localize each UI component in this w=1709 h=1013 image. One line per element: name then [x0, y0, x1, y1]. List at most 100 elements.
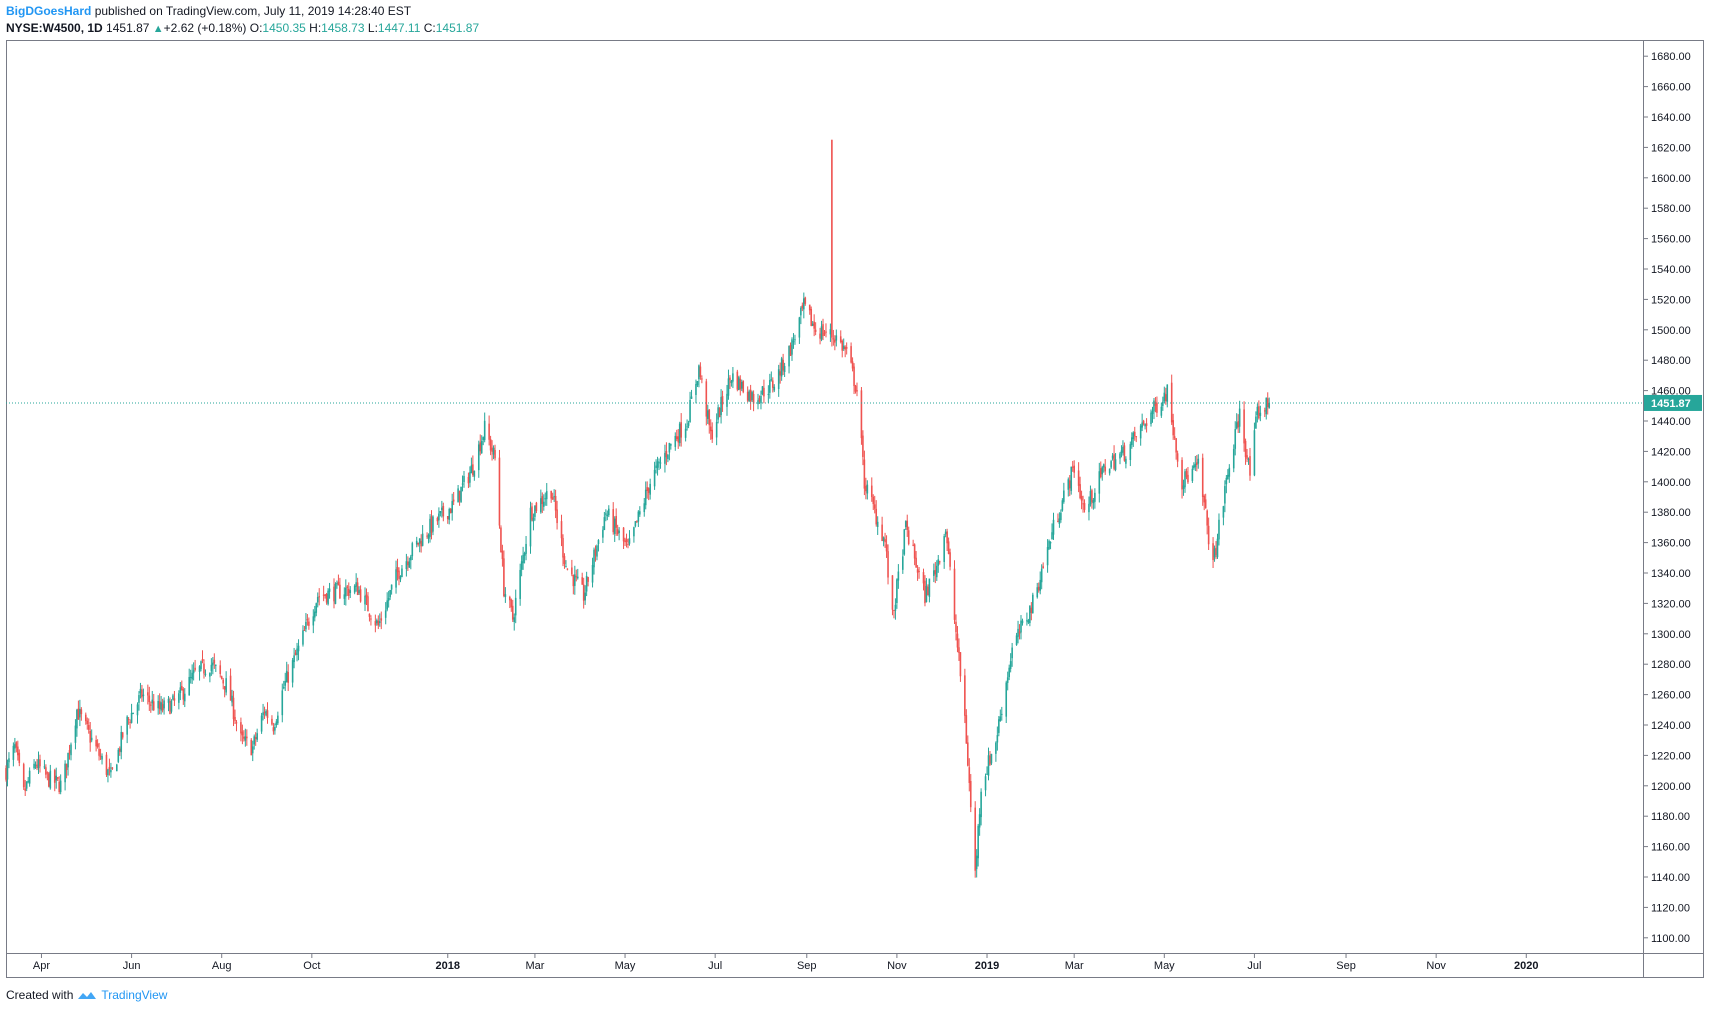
time-scale[interactable]: Apr Jun Aug Oct 2018 Mar May Jul Sep Nov 2019 Mar Ma…: [33, 953, 1539, 972]
candle-body: [891, 575, 894, 610]
candle-body: [441, 507, 443, 510]
candle-body: [788, 345, 790, 367]
candle-body: [949, 552, 951, 567]
candle-body: [89, 730, 92, 743]
candle-body: [596, 545, 598, 557]
candle-body: [201, 658, 204, 661]
candle-body: [173, 698, 176, 701]
x-tick-label: Jul: [708, 960, 722, 972]
candle-body: [1246, 455, 1248, 459]
candle-body: [602, 529, 604, 538]
candle-body: [551, 497, 554, 500]
candle-body: [48, 773, 50, 787]
candle-body: [1191, 468, 1194, 481]
candle-body: [706, 410, 709, 419]
price-chart[interactable]: 1100.00 1120.00 1140.00 1160.00 1180.00 1200.…: [0, 0, 1709, 985]
candle-body: [305, 621, 307, 630]
candle-body: [1184, 471, 1186, 488]
candle-body: [139, 688, 142, 694]
candle-body: [246, 736, 248, 739]
candle-body: [302, 630, 304, 645]
candle-body: [1185, 471, 1188, 478]
candle-body: [761, 386, 764, 395]
candle-body: [429, 518, 431, 537]
candle-body: [1218, 519, 1220, 540]
candle-body: [46, 772, 49, 774]
candle-body: [927, 586, 929, 596]
candle-body: [1029, 605, 1031, 624]
candle-body: [111, 767, 114, 769]
y-tick-label: 1180.00: [1651, 811, 1690, 823]
candle-body: [953, 568, 956, 620]
candle-body: [1098, 471, 1101, 494]
candle-body: [680, 422, 682, 438]
candle-body: [968, 767, 971, 783]
candle-body: [188, 676, 191, 696]
candle-body: [825, 331, 827, 333]
candle-body: [463, 476, 465, 483]
candle-body: [1253, 430, 1256, 476]
candle-body: [606, 514, 609, 517]
x-tick-label: Mar: [525, 960, 544, 972]
candle-body: [219, 665, 222, 674]
candle-body: [607, 508, 610, 516]
price-scale[interactable]: 1100.00 1120.00 1140.00 1160.00 1180.00 1200.…: [1643, 51, 1691, 945]
candle-body: [1048, 540, 1050, 549]
candle-body: [225, 678, 227, 693]
tradingview-link[interactable]: TradingView: [101, 988, 168, 1002]
candle-body: [426, 535, 428, 537]
candle-body: [148, 695, 151, 703]
candle-body: [935, 565, 938, 578]
y-tick-label: 1640.00: [1651, 112, 1691, 124]
candle-body: [1110, 461, 1112, 468]
candle-body: [349, 590, 352, 593]
candle-body: [969, 780, 972, 808]
candle-body: [644, 489, 647, 506]
candle-body: [1040, 568, 1043, 583]
footer: Created with TradingView: [6, 988, 167, 1002]
candle-body: [204, 673, 207, 675]
close-value: 1451.87: [435, 21, 480, 35]
candle-body: [183, 693, 186, 702]
candle-body: [553, 496, 555, 498]
candle-body: [839, 336, 842, 342]
candle-body: [1139, 425, 1142, 439]
candle-body: [272, 727, 275, 732]
created-with-label: Created with: [6, 988, 74, 1002]
candle-body: [965, 715, 968, 744]
y-tick-label: 1460.00: [1651, 386, 1691, 398]
author-link[interactable]: BigDGoesHard: [6, 4, 92, 18]
candle-body: [563, 556, 566, 565]
candle-body: [1194, 463, 1197, 468]
candle-body: [613, 518, 616, 534]
candle-body: [291, 660, 294, 683]
candle-body: [250, 739, 253, 756]
candle-body: [368, 613, 371, 617]
candle-body: [53, 770, 56, 783]
candle-body: [427, 534, 430, 539]
candle-body: [771, 380, 774, 388]
candle-body: [127, 718, 130, 720]
candle-body: [296, 648, 298, 656]
candle-body: [1058, 518, 1061, 525]
candle-body: [958, 647, 960, 653]
candle-body: [234, 716, 236, 722]
last-price: 1451.87: [106, 21, 150, 35]
candle-body: [696, 381, 699, 386]
candle-body: [1030, 607, 1033, 613]
candle-body: [655, 465, 657, 469]
candle-body: [814, 329, 817, 332]
symbol-label: NYSE:W4500, 1D: [6, 21, 103, 35]
candle-body: [1133, 431, 1136, 437]
candle-body: [529, 507, 532, 547]
candle-body: [411, 543, 414, 557]
candle-body: [169, 701, 171, 715]
candle-body: [1071, 466, 1074, 468]
open-value: 1450.35: [262, 21, 306, 35]
candle-body: [1227, 474, 1229, 480]
price-change: +2.62 (+0.18%): [163, 21, 247, 35]
tradingview-logo-icon[interactable]: [77, 989, 97, 1001]
candle-body: [265, 711, 267, 716]
candle-body: [1265, 397, 1268, 415]
candle-body: [449, 508, 452, 514]
